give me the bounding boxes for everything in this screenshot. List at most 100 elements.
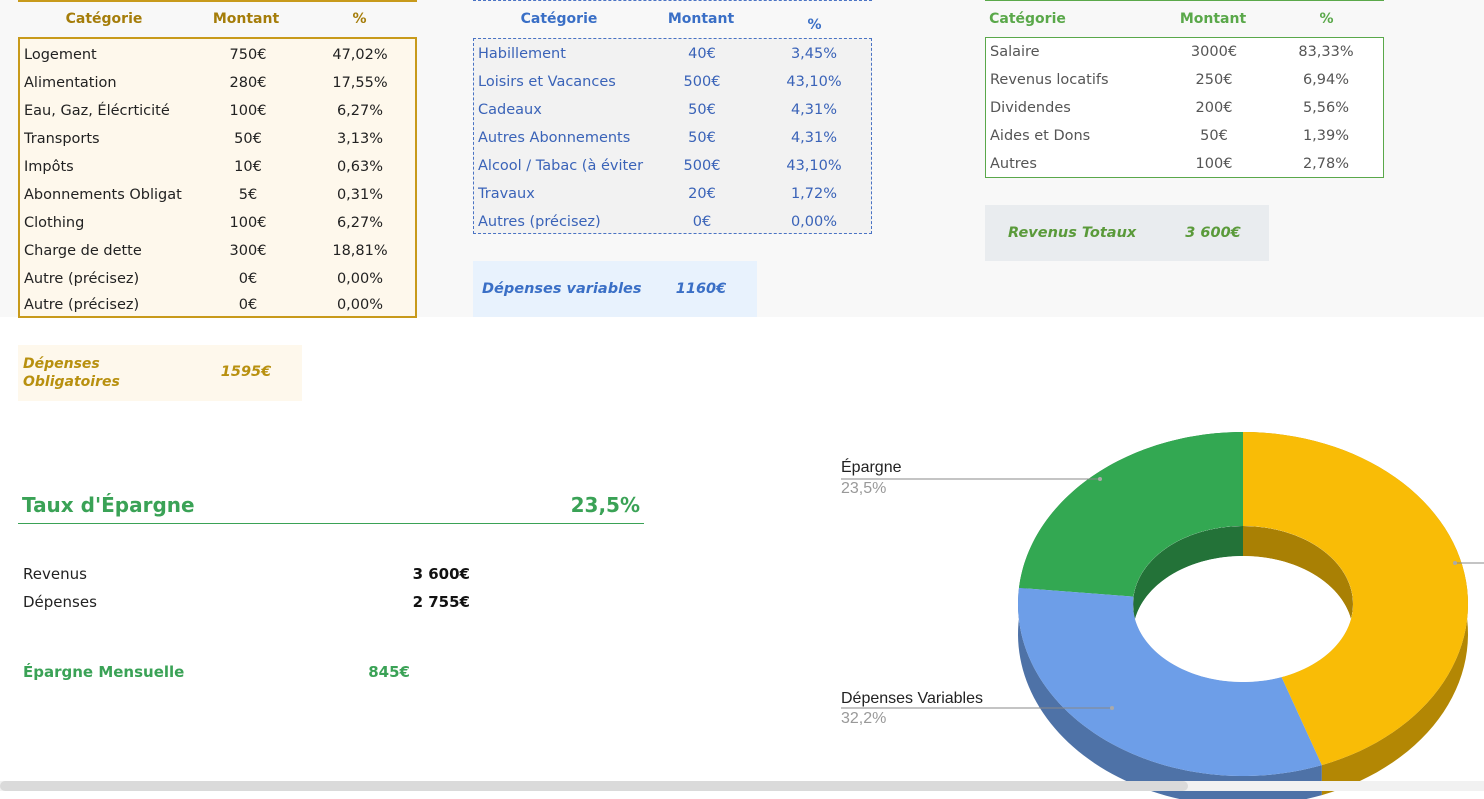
row-pct: 3,13%	[336, 131, 384, 147]
rev-table: Salaire 3000€ 83,33% Revenus locatifs 25…	[985, 37, 1384, 178]
chart-pct-variables: 32,2%	[841, 710, 886, 727]
table-row[interactable]: Aides et Dons 50€ 1,39%	[986, 122, 1383, 150]
epargne-mensuelle-label: Épargne Mensuelle	[23, 663, 185, 681]
donut-slice-depenses-variables	[1018, 587, 1322, 776]
donut-inner-depenses-obligatoires	[1243, 526, 1353, 682]
rev-total-box	[985, 205, 1269, 261]
table-row[interactable]: Autres Abonnements 50€ 4,31%	[474, 124, 871, 152]
rev-header-montant: Montant	[1179, 11, 1247, 27]
oblig-total-box	[18, 345, 302, 401]
donut-side-epargne	[1018, 432, 1243, 618]
table-row[interactable]: Revenus locatifs 250€ 6,94%	[986, 66, 1383, 94]
donut-inner-epargne	[1133, 526, 1243, 627]
row-categorie: Impôts	[24, 159, 74, 175]
donut-side-depenses-variables	[1018, 587, 1322, 799]
table-row[interactable]: Charge de dette 300€ 18,81%	[20, 237, 415, 265]
rev-top-border	[985, 0, 1384, 1]
row-categorie: Eau, Gaz, Élécrticité	[24, 103, 170, 119]
oblig-header-categorie: Catégorie	[65, 11, 143, 27]
horizontal-scrollbar[interactable]	[0, 781, 1484, 791]
row-pct: 4,31%	[790, 102, 838, 118]
row-pct: 6,94%	[1302, 72, 1350, 88]
table-row[interactable]: Abonnements Obligat 5€ 0,31%	[20, 181, 415, 209]
table-row[interactable]: Eau, Gaz, Élécrticité 100€ 6,27%	[20, 97, 415, 125]
row-montant: 0€	[238, 297, 258, 313]
revenus-label: Revenus	[23, 565, 87, 583]
scrollbar-thumb[interactable]	[0, 781, 1188, 791]
oblig-total-label: Dépenses Obligatoires	[23, 355, 173, 391]
chart-label-epargne: Épargne	[841, 457, 902, 476]
row-pct: 4,31%	[790, 130, 838, 146]
row-montant: 5€	[238, 187, 258, 203]
row-categorie: Logement	[24, 47, 97, 63]
table-row[interactable]: Travaux 20€ 1,72%	[474, 180, 871, 208]
table-row[interactable]: Loisirs et Vacances 500€ 43,10%	[474, 68, 871, 96]
leader-line-epargne-dot	[1098, 477, 1102, 481]
var-table: Habillement 40€ 3,45% Loisirs et Vacance…	[473, 38, 872, 234]
row-categorie: Autres	[990, 156, 1037, 172]
table-row[interactable]: Autres 100€ 2,78%	[986, 150, 1383, 178]
row-montant: 250€	[1195, 72, 1233, 88]
oblig-table: Logement 750€ 47,02% Alimentation 280€ 1…	[18, 37, 417, 318]
row-pct: 6,27%	[336, 215, 384, 231]
donut-hole	[1133, 526, 1353, 682]
row-categorie: Revenus locatifs	[990, 72, 1109, 88]
row-pct: 1,72%	[790, 186, 838, 202]
epargne-title: Taux d'Épargne	[22, 493, 195, 517]
table-row[interactable]: Autre (précisez) 0€ 0,00%	[20, 291, 415, 319]
row-categorie: Autres (précisez)	[478, 214, 601, 230]
donut-hole-floor	[1133, 556, 1353, 682]
donut-inner-depenses-variables	[1133, 596, 1282, 682]
oblig-header-montant: Montant	[212, 11, 280, 27]
table-row[interactable]: Transports 50€ 3,13%	[20, 125, 415, 153]
table-row[interactable]: Habillement 40€ 3,45%	[474, 40, 871, 68]
table-row[interactable]: Clothing 100€ 6,27%	[20, 209, 415, 237]
table-row[interactable]: Dividendes 200€ 5,56%	[986, 94, 1383, 122]
chart-pct-epargne: 23,5%	[841, 480, 886, 497]
donut-slice-epargne	[1018, 432, 1243, 597]
row-categorie: Autre (précisez)	[24, 297, 140, 313]
row-pct: 43,10%	[786, 158, 842, 174]
table-row[interactable]: Impôts 10€ 0,63%	[20, 153, 415, 181]
row-categorie: Autres Abonnements	[478, 130, 631, 146]
rev-total-value: 3 600€	[1185, 225, 1241, 241]
var-top-border	[473, 0, 872, 1]
row-pct: 3,45%	[790, 46, 838, 62]
row-montant: 50€	[1200, 128, 1228, 144]
row-montant: 100€	[229, 103, 267, 119]
donut-slice-depenses-obligatoires	[1243, 432, 1468, 766]
table-row[interactable]: Alcool / Tabac (à éviter 500€ 43,10%	[474, 152, 871, 180]
table-row[interactable]: Cadeaux 50€ 4,31%	[474, 96, 871, 124]
rev-total-label: Revenus Totaux	[1008, 225, 1137, 241]
row-montant: 300€	[229, 243, 267, 259]
table-row[interactable]: Autres (précisez) 0€ 0,00%	[474, 208, 871, 236]
leader-line-variables-dot	[1110, 706, 1114, 710]
row-pct: 0,00%	[336, 271, 384, 287]
depenses-value: 2 755€	[412, 593, 470, 611]
row-categorie: Loisirs et Vacances	[478, 74, 616, 90]
table-row[interactable]: Alimentation 280€ 17,55%	[20, 69, 415, 97]
row-categorie: Abonnements Obligat	[24, 187, 182, 203]
epargne-mensuelle-value: 845€	[368, 663, 410, 681]
row-montant: 50€	[688, 102, 716, 118]
row-montant: 0€	[238, 271, 258, 287]
revenus-value: 3 600€	[412, 565, 470, 583]
row-pct: 47,02%	[332, 47, 388, 63]
leader-line-obligatoires-dot	[1453, 561, 1457, 565]
row-categorie: Habillement	[478, 46, 566, 62]
row-pct: 0,31%	[336, 187, 384, 203]
oblig-total-label-line1: Dépenses	[23, 356, 100, 372]
row-pct: 83,33%	[1298, 44, 1354, 60]
row-montant: 10€	[234, 159, 262, 175]
table-row[interactable]: Salaire 3000€ 83,33%	[986, 38, 1383, 66]
table-row[interactable]: Autre (précisez) 0€ 0,00%	[20, 265, 415, 293]
row-pct: 0,00%	[790, 214, 838, 230]
row-pct: 5,56%	[1302, 100, 1350, 116]
var-total-box	[473, 261, 757, 317]
rev-header-categorie: Catégorie	[989, 11, 1066, 27]
epargne-divider	[18, 523, 644, 524]
row-categorie: Travaux	[478, 186, 535, 202]
table-row[interactable]: Logement 750€ 47,02%	[20, 41, 415, 69]
var-header-pct: %	[807, 17, 822, 33]
donut-side-depenses-obligatoires	[1243, 432, 1468, 796]
